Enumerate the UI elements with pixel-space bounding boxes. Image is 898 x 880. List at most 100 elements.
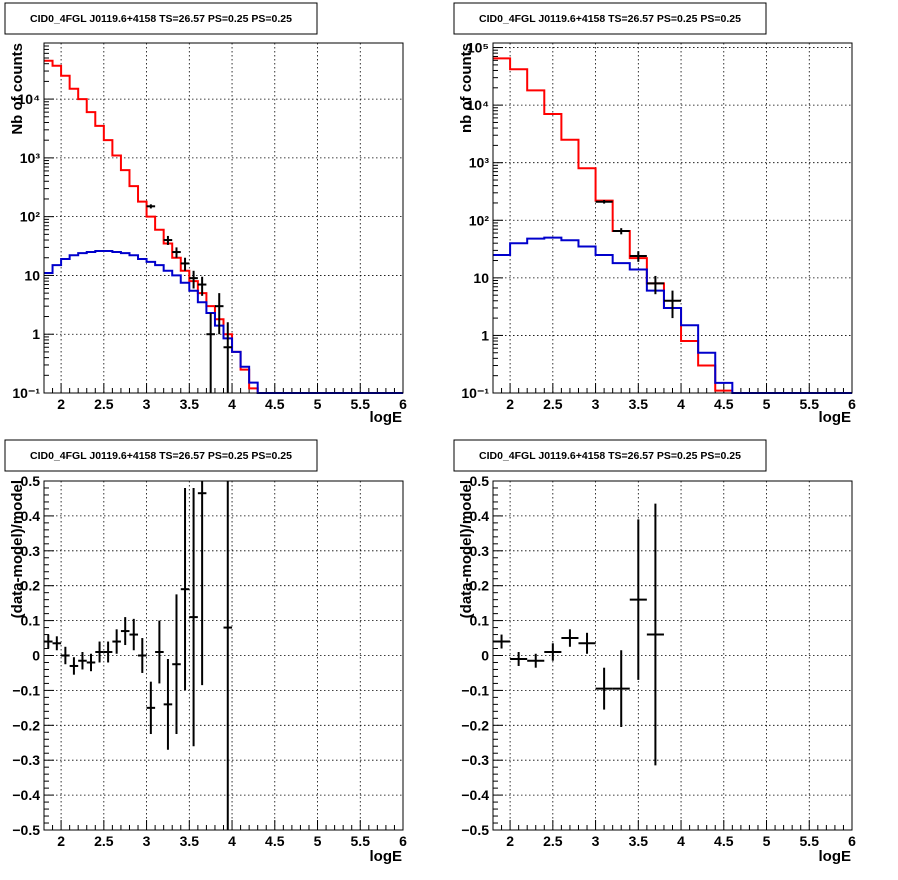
x-tick-label: 5.5: [351, 833, 371, 849]
residual-point: [120, 617, 130, 646]
x-tick-label: 5: [314, 833, 322, 849]
x-tick-label: 2: [506, 396, 514, 412]
y-tick-label: −0.2: [12, 717, 40, 733]
y-tick-label: 0.1: [470, 613, 490, 629]
residual-point: [578, 632, 596, 654]
title-box: [453, 2, 767, 35]
x-tick-label: 5.5: [800, 396, 820, 412]
y-tick-label: 10³: [20, 150, 41, 166]
data-point: [612, 228, 630, 235]
y-tick-label: 0.2: [21, 578, 41, 594]
x-tick-label: 2.5: [543, 396, 563, 412]
residual-point: [510, 652, 528, 666]
residual-point: [180, 487, 190, 691]
y-tick-label: 10⁻¹: [12, 385, 40, 401]
y-tick-label: −0.2: [461, 717, 489, 733]
title-box: [4, 2, 318, 35]
residual-point: [69, 657, 79, 675]
x-tick-label: 3.5: [180, 396, 200, 412]
residual-point: [223, 481, 233, 830]
title-box: [453, 439, 767, 472]
residual-point: [172, 594, 181, 735]
x-tick-label: 3: [143, 396, 151, 412]
x-axis-label: logE: [370, 409, 403, 426]
x-tick-label: 3.5: [180, 833, 200, 849]
data-point: [163, 235, 173, 245]
chart-residuals-2-svg: CID0_4FGL J0119.6+4158 TS=26.57 PS=0.25 …: [453, 439, 856, 865]
y-axis-label: (data-model)/model: [458, 480, 475, 618]
data-point: [663, 290, 682, 319]
chart-title: CID0_4FGL J0119.6+4158 TS=26.57 PS=0.25 …: [479, 13, 741, 25]
x-tick-label: 5.5: [351, 396, 371, 412]
chart-counts-1: CID0_4FGL J0119.6+4158 TS=26.57 PS=0.25 …: [0, 0, 449, 437]
data-point: [646, 275, 664, 295]
x-axis-label: logE: [819, 409, 852, 426]
chart-title: CID0_4FGL J0119.6+4158 TS=26.57 PS=0.25 …: [30, 450, 292, 462]
x-axis-label: logE: [819, 848, 852, 865]
y-tick-label: 10: [24, 267, 40, 283]
data-point: [180, 257, 190, 271]
x-tick-label: 6: [399, 833, 407, 849]
residual-point: [146, 681, 156, 735]
y-tick-label: −0.1: [461, 682, 489, 698]
y-axis-label: nb of counts: [458, 43, 475, 133]
data-point: [595, 200, 613, 204]
residual-point: [86, 653, 96, 672]
y-tick-label: 10⁴: [467, 97, 490, 113]
residual-point: [163, 658, 173, 750]
residual-point: [61, 646, 70, 665]
y-tick-label: 10⁵: [467, 40, 489, 56]
plot-frame: [43, 480, 404, 831]
chart-counts-2-svg: CID0_4FGL J0119.6+4158 TS=26.57 PS=0.25 …: [453, 2, 856, 426]
y-tick-label: 0.2: [470, 578, 490, 594]
y-axis-label: (data-model)/model: [9, 480, 26, 618]
residual-point: [646, 503, 664, 766]
x-tick-label: 4: [228, 396, 236, 412]
data-point: [206, 312, 215, 393]
residual-point: [561, 629, 579, 647]
y-tick-label: 10: [473, 270, 489, 286]
chart-counts-2: CID0_4FGL J0119.6+4158 TS=26.57 PS=0.25 …: [449, 0, 898, 437]
residual-point: [95, 641, 104, 663]
data-point: [197, 276, 207, 296]
plot-area: 2 2.5 3 3.5 4 4.5 5 5.5 6 10⁻¹ 1 10 10² 10³ 10⁴ 10⁵: [461, 40, 856, 412]
x-tick-label: 2: [506, 833, 514, 849]
data-point: [189, 270, 198, 289]
residual-point: [493, 634, 511, 649]
title-box: [4, 439, 318, 472]
data-point: [214, 293, 224, 335]
chart-residuals-1-svg: CID0_4FGL J0119.6+4158 TS=26.57 PS=0.25 …: [4, 439, 407, 865]
residual-point: [189, 487, 198, 747]
residual-point: [197, 481, 207, 686]
y-tick-label: 10⁴: [18, 91, 41, 107]
chart-title: CID0_4FGL J0119.6+4158 TS=26.57 PS=0.25 …: [30, 13, 292, 25]
x-tick-label: 3.5: [629, 833, 649, 849]
plot-area: 2 2.5 3 3.5 4 4.5 5 5.5 6 −0.5 −0.4 −0.3 −0.2 −0.1 0 0.…: [461, 473, 856, 849]
y-tick-label: −0.5: [461, 822, 489, 838]
x-tick-label: 5.5: [800, 833, 820, 849]
residual-point: [155, 620, 164, 684]
data-point: [172, 247, 181, 258]
y-tick-label: 10⁻¹: [461, 385, 489, 401]
residual-point: [52, 636, 62, 651]
residual-point: [612, 650, 630, 728]
y-tick-label: 0.3: [470, 543, 490, 559]
y-tick-label: 0.4: [21, 508, 41, 524]
x-tick-label: 4: [677, 396, 685, 412]
residual-point: [112, 629, 121, 654]
x-tick-label: 4.5: [714, 833, 734, 849]
plot-frame: [43, 42, 404, 394]
y-tick-label: −0.5: [12, 822, 40, 838]
y-tick-label: 0.4: [470, 508, 490, 524]
y-tick-label: 0.1: [21, 613, 41, 629]
x-tick-label: 2.5: [94, 833, 114, 849]
x-axis-label: logE: [370, 848, 403, 865]
x-tick-label: 4.5: [265, 833, 285, 849]
plot-frame: [492, 42, 853, 394]
y-tick-label: 0.5: [470, 473, 490, 489]
x-tick-label: 2.5: [94, 396, 114, 412]
residual-point: [595, 667, 613, 710]
residual-point: [78, 652, 87, 670]
y-tick-label: 0: [481, 648, 489, 664]
x-tick-label: 6: [848, 396, 856, 412]
